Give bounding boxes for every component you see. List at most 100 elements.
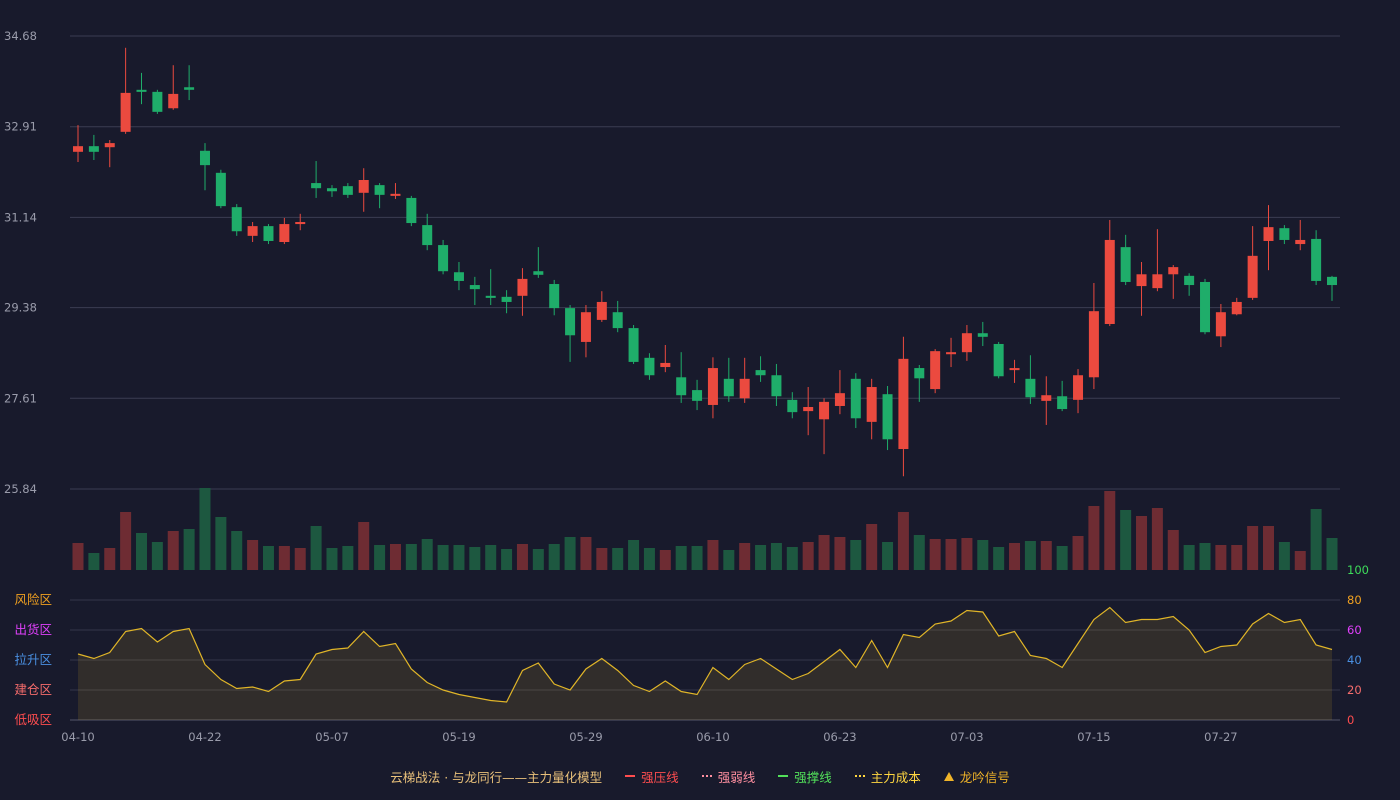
candle-body xyxy=(311,183,322,189)
volume-bar xyxy=(437,545,449,570)
legend-swatch xyxy=(701,775,712,777)
legend-label: 强压线 xyxy=(641,769,679,785)
legend-triangle xyxy=(943,772,954,781)
legend-item: 主力成本 xyxy=(854,767,921,786)
volume-bar xyxy=(596,548,608,570)
candle-body xyxy=(676,377,687,396)
x-tick-label: 05-07 xyxy=(315,730,348,744)
volume-bar xyxy=(834,537,846,570)
indicator-tick-label: 80 xyxy=(1347,593,1362,607)
candle-body xyxy=(501,296,512,302)
candle-body xyxy=(1263,227,1274,241)
candle-body xyxy=(771,375,782,397)
volume-bar xyxy=(1072,536,1084,570)
volume-bar xyxy=(1247,526,1259,570)
legend-label: 强撑线 xyxy=(794,769,832,785)
candle-body xyxy=(342,186,353,195)
volume-bar xyxy=(755,545,767,570)
candle-body xyxy=(1088,311,1099,378)
volume-bar xyxy=(723,550,735,570)
x-tick-label: 04-10 xyxy=(61,730,94,744)
candle-body xyxy=(1009,368,1020,371)
volume-bar xyxy=(278,546,290,570)
candle-body xyxy=(1327,276,1337,286)
x-tick-label: 07-03 xyxy=(950,730,983,744)
volume-bar xyxy=(628,540,640,570)
candle-body xyxy=(88,146,99,152)
candle-body xyxy=(438,245,449,272)
volume-bar xyxy=(739,543,751,570)
candle-body xyxy=(787,399,798,413)
volume-bar xyxy=(1263,526,1275,570)
volume-bar xyxy=(88,553,100,570)
candle-body xyxy=(882,394,893,440)
volume-bar xyxy=(786,547,798,570)
volume-bar xyxy=(1310,509,1322,570)
x-tick-label: 05-19 xyxy=(442,730,475,744)
candle-body xyxy=(1041,395,1052,401)
volume-bar xyxy=(421,539,433,570)
volume-bar xyxy=(1056,546,1068,570)
volume-bar xyxy=(1104,491,1116,570)
candle-body xyxy=(517,278,528,296)
candle-body xyxy=(1073,375,1084,400)
candle-body xyxy=(1152,274,1163,289)
candle-body xyxy=(533,271,544,275)
candle-body xyxy=(1168,267,1179,275)
volume-bar xyxy=(120,512,132,570)
legend-label: 主力成本 xyxy=(870,769,921,785)
candle-body xyxy=(199,150,210,166)
candle-body xyxy=(1120,247,1131,282)
volume-bar xyxy=(389,544,401,570)
candle-body xyxy=(1231,301,1242,315)
volume-bar xyxy=(1183,545,1195,570)
candle-body xyxy=(644,357,655,376)
volume-bar xyxy=(262,546,274,570)
legend-swatch xyxy=(625,775,636,777)
candle-body xyxy=(1057,396,1068,410)
volume-bar xyxy=(215,517,227,570)
indicator-tick-label: 40 xyxy=(1347,653,1362,667)
volume-bar xyxy=(294,548,306,570)
chart: 25.84 27.61 29.38 31.14 32.91 34.68 0 20 40 60 80 1… xyxy=(4,29,1369,744)
volume-bar xyxy=(564,537,576,570)
candle-body xyxy=(1311,238,1322,281)
volume-bar xyxy=(1167,530,1179,570)
volume-bar xyxy=(659,550,671,570)
volume-bar xyxy=(1040,541,1052,570)
candle-body xyxy=(803,407,814,412)
volume-bar xyxy=(183,529,195,570)
volume-bar xyxy=(1278,542,1290,570)
candle-body xyxy=(247,226,258,236)
candle-body xyxy=(961,333,972,353)
candle-body xyxy=(755,370,766,376)
candle-body xyxy=(692,390,703,401)
candle-body xyxy=(73,146,83,152)
volume-bar xyxy=(405,544,417,570)
volume-bar xyxy=(1294,551,1306,570)
volume-bar xyxy=(770,543,782,570)
candle-body xyxy=(612,312,623,329)
candle-body xyxy=(660,362,671,368)
volume-bar xyxy=(612,548,624,570)
legend-item: 强压线 xyxy=(624,767,679,786)
volume-bar xyxy=(929,539,941,570)
candle-body xyxy=(422,225,433,246)
candle-body xyxy=(1215,312,1226,337)
legend-swatch xyxy=(854,775,865,777)
y-tick-label: 32.91 xyxy=(4,120,37,134)
volume-bar xyxy=(485,545,497,570)
candle-body xyxy=(596,301,607,320)
volume-bar xyxy=(1215,545,1227,570)
x-tick-label: 06-10 xyxy=(696,730,729,744)
y-tick-label: 25.84 xyxy=(4,482,37,496)
volume-bar xyxy=(850,540,862,570)
volume-bar xyxy=(945,539,957,570)
volume-bar xyxy=(1088,506,1100,570)
candle-body xyxy=(628,328,639,362)
indicator-tick-label: 60 xyxy=(1347,623,1362,637)
indicator-tick-label: 20 xyxy=(1347,683,1362,697)
volume-bar xyxy=(167,531,179,570)
candle-body xyxy=(977,333,988,337)
candle-body xyxy=(1184,275,1195,286)
